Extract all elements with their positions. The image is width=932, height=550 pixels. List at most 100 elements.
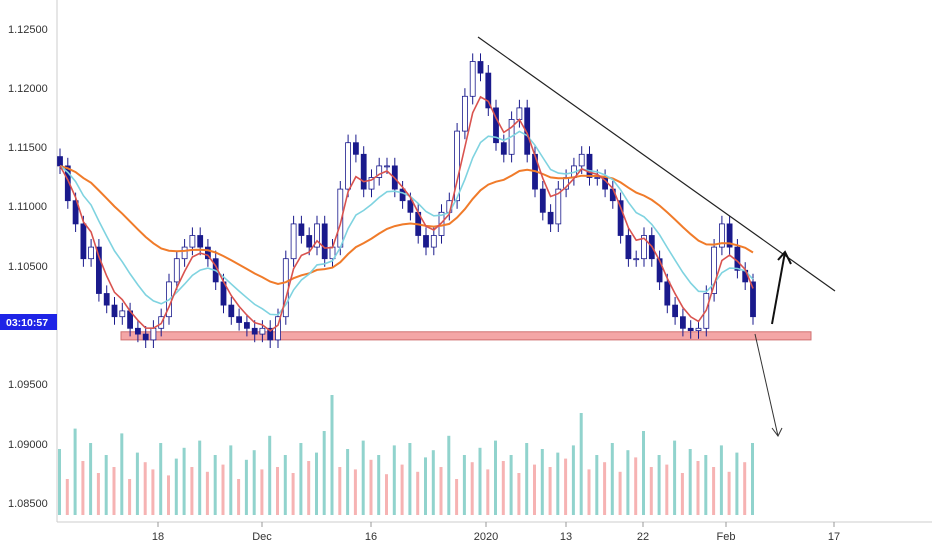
candle — [617, 192, 624, 244]
candle-body — [719, 223, 725, 248]
candle — [173, 250, 180, 290]
volume-bar — [377, 455, 381, 515]
volume-bar — [229, 445, 233, 515]
volume-bar — [81, 461, 85, 515]
candle — [399, 181, 406, 209]
volume-bar — [73, 428, 77, 515]
x-tick-label: 18 — [152, 531, 164, 543]
candle — [360, 146, 367, 198]
volume-bar — [424, 457, 427, 515]
price-badge-label: 03:10:57 — [6, 317, 48, 329]
candle-body — [493, 107, 499, 144]
y-tick-label: 1.12500 — [8, 24, 48, 36]
candle — [680, 308, 686, 337]
volume-bar — [128, 479, 132, 515]
candle — [430, 227, 437, 256]
volume-bar — [579, 413, 583, 515]
volume-bar — [447, 435, 451, 515]
candle-body — [57, 156, 63, 167]
candle-body — [173, 258, 180, 283]
candle — [243, 314, 250, 337]
volume-bar — [525, 443, 529, 515]
volume-bar — [174, 458, 178, 515]
candle-body — [734, 246, 741, 271]
candle — [711, 239, 717, 302]
candle-body — [142, 333, 149, 341]
y-tick-label: 1.09500 — [8, 379, 48, 391]
volume-bar — [478, 447, 482, 515]
candle — [96, 239, 102, 302]
x-tick-label: Dec — [252, 531, 272, 543]
x-tick-label: 22 — [637, 531, 649, 543]
candle-body — [228, 304, 235, 318]
volume-bar — [494, 440, 497, 515]
volume-bar — [571, 445, 575, 515]
volume-bar — [315, 452, 318, 515]
y-tick-label: 1.08500 — [8, 498, 48, 510]
volume-bar — [198, 440, 202, 515]
candle — [352, 134, 359, 163]
moving-average-long — [59, 164, 754, 286]
y-tick-label: 1.10500 — [8, 261, 48, 273]
volume-bar — [509, 455, 513, 515]
volume-bar — [610, 443, 614, 515]
candle-body — [586, 153, 593, 178]
volume-bar — [268, 435, 272, 515]
volume-bar — [587, 469, 591, 515]
candle — [181, 239, 188, 267]
candle-body — [680, 316, 686, 329]
candle-body — [633, 258, 640, 261]
volume-bar — [439, 467, 443, 515]
support-zone[interactable] — [120, 331, 812, 341]
volume-bar — [322, 431, 326, 515]
candle — [539, 181, 546, 221]
volume-bar — [237, 479, 241, 515]
candle-body — [477, 61, 484, 74]
candle-body — [298, 223, 305, 236]
volume-bar — [361, 440, 365, 515]
candle-body — [578, 153, 585, 167]
candle-body — [664, 281, 671, 306]
volume-bar — [182, 447, 186, 515]
volume-bar — [634, 457, 638, 515]
candle — [88, 239, 94, 267]
volume-bar — [735, 452, 739, 515]
volume-bar — [291, 473, 295, 515]
y-tick-label: 1.09000 — [8, 439, 48, 451]
volume-bar — [221, 464, 225, 515]
candle — [687, 320, 694, 339]
candle — [461, 88, 468, 140]
descending-trendline[interactable] — [477, 36, 836, 292]
candle-body — [617, 200, 624, 236]
volume-bar — [751, 443, 754, 515]
candle — [664, 273, 671, 314]
volume-bar — [657, 455, 661, 515]
candle — [750, 273, 756, 325]
volume-bar — [159, 443, 163, 515]
candle-body — [399, 188, 406, 202]
candle-body — [96, 246, 102, 294]
candle — [111, 297, 118, 325]
volume-bar — [556, 452, 560, 515]
candle-body — [204, 246, 211, 260]
volume-bar — [618, 471, 622, 515]
volume-bar — [680, 473, 684, 515]
candle — [119, 302, 126, 325]
volume-bar — [252, 450, 256, 515]
candle — [290, 215, 297, 267]
volume-bar — [673, 440, 677, 515]
volume-bar — [486, 469, 490, 515]
volume-bar — [167, 475, 170, 515]
candle-body — [672, 304, 678, 318]
candle-body — [539, 188, 546, 213]
candle — [197, 227, 204, 256]
candle-body — [384, 165, 390, 168]
volume-bar — [190, 467, 194, 515]
volume-bar — [283, 455, 287, 515]
candle-body — [430, 235, 437, 248]
candle — [282, 250, 289, 325]
volume-bar — [564, 458, 568, 515]
candle — [633, 250, 640, 267]
candle-body — [726, 223, 733, 248]
